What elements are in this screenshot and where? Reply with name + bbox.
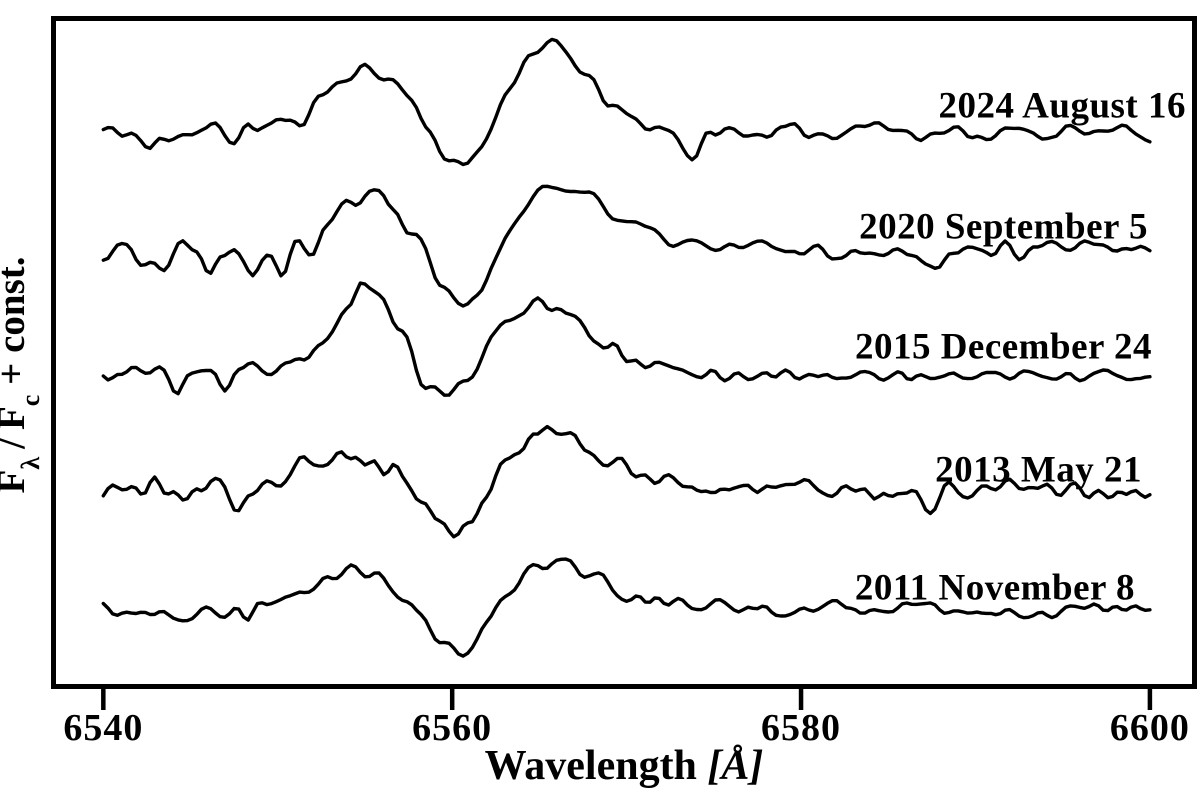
x-axis-title-text: Wavelength xyxy=(484,743,708,789)
epoch-label: 2013 May 21 xyxy=(935,449,1142,491)
x-axis-tick-label: 6540 xyxy=(63,707,144,749)
epoch-label: 2011 November 8 xyxy=(854,567,1135,609)
y-axis-const-text xyxy=(0,385,33,395)
x-axis-tick-label: 6560 xyxy=(412,707,493,749)
x-axis-title: Wavelength [Å] xyxy=(485,742,764,790)
plot-frame xyxy=(51,16,1197,689)
epoch-label: 2024 August 16 xyxy=(938,85,1186,127)
y-axis-slash: / xyxy=(0,430,33,457)
x-axis-tick-label: 6600 xyxy=(1109,707,1190,749)
y-axis-flux-symbol: F xyxy=(0,470,33,494)
x-axis-tick-label: 6580 xyxy=(761,707,842,749)
y-axis-title: Fλ/Fc + const. xyxy=(0,125,47,625)
spectrum-curve-2 xyxy=(101,281,1152,397)
y-axis-lambda-subscript: λ xyxy=(15,456,45,470)
spectrum-curve-0 xyxy=(101,37,1152,167)
spectrum-curve-3 xyxy=(101,424,1152,539)
spectrum-curve-4 xyxy=(101,557,1152,658)
y-axis-c-subscript: c xyxy=(15,394,45,407)
y-axis-continuum-symbol: F xyxy=(0,406,33,430)
epoch-label: 2020 September 5 xyxy=(859,206,1148,248)
x-axis-unit: [Å] xyxy=(707,743,764,789)
epoch-label: 2015 December 24 xyxy=(854,326,1152,368)
spectrum-curve-1 xyxy=(101,184,1152,308)
y-axis-tail: + const. xyxy=(0,256,33,385)
